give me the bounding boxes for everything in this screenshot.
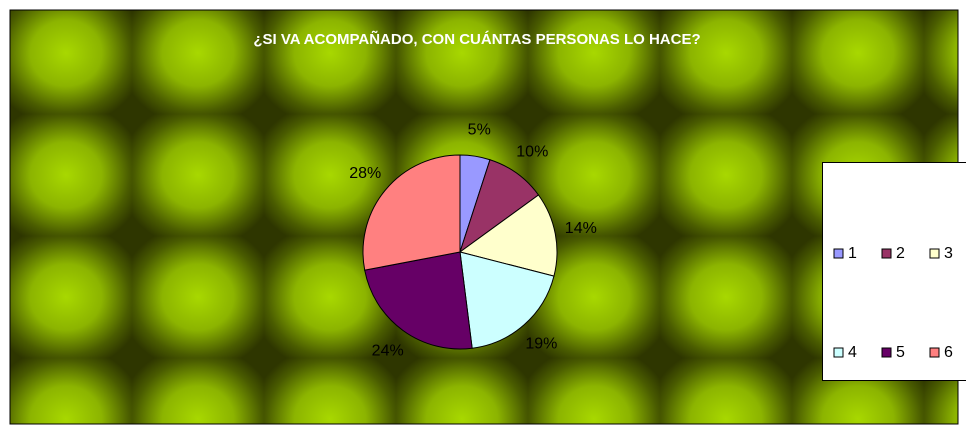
data-label: 10% <box>516 144 548 161</box>
legend-label: 6 <box>944 344 953 361</box>
legend-label: 4 <box>848 344 857 361</box>
data-label: 19% <box>525 335 557 352</box>
legend-label: 3 <box>944 245 953 262</box>
legend-swatch <box>833 248 844 259</box>
legend-swatch <box>929 347 940 358</box>
data-label: 28% <box>349 165 381 182</box>
pie-slice <box>459 251 555 349</box>
legend-label: 1 <box>848 245 857 262</box>
legend-label: 5 <box>896 344 905 361</box>
legend-swatch <box>929 248 940 259</box>
pie-slice <box>458 194 558 277</box>
legend-swatch <box>833 347 844 358</box>
chart-title: ¿SI VA ACOMPAÑADO, CON CUÁNTAS PERSONAS … <box>253 30 700 48</box>
legend-label: 2 <box>896 245 905 262</box>
legend-swatch <box>881 248 892 259</box>
pie-slice <box>362 154 461 271</box>
data-label: 5% <box>468 122 491 139</box>
data-label: 14% <box>565 220 597 237</box>
legend-box <box>822 162 966 381</box>
legend-swatch <box>881 347 892 358</box>
data-label: 24% <box>372 343 404 360</box>
pie-slice <box>364 251 473 350</box>
